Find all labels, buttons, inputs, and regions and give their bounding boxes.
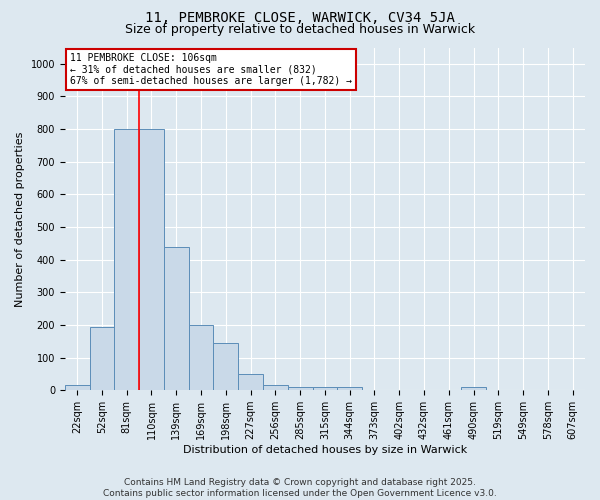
Bar: [164, 246, 188, 390]
Bar: [313, 387, 337, 390]
Bar: [337, 387, 362, 390]
Bar: [288, 387, 313, 390]
Bar: [139, 129, 164, 390]
Bar: [188, 325, 214, 390]
Bar: [461, 387, 486, 390]
Text: Size of property relative to detached houses in Warwick: Size of property relative to detached ho…: [125, 22, 475, 36]
Bar: [214, 343, 238, 390]
Text: 11 PEMBROKE CLOSE: 106sqm
← 31% of detached houses are smaller (832)
67% of semi: 11 PEMBROKE CLOSE: 106sqm ← 31% of detac…: [70, 52, 352, 86]
Text: 11, PEMBROKE CLOSE, WARWICK, CV34 5JA: 11, PEMBROKE CLOSE, WARWICK, CV34 5JA: [145, 11, 455, 25]
Bar: [65, 386, 89, 390]
Bar: [238, 374, 263, 390]
Bar: [263, 386, 288, 390]
Y-axis label: Number of detached properties: Number of detached properties: [15, 131, 25, 306]
Bar: [115, 129, 139, 390]
X-axis label: Distribution of detached houses by size in Warwick: Distribution of detached houses by size …: [183, 445, 467, 455]
Text: Contains HM Land Registry data © Crown copyright and database right 2025.
Contai: Contains HM Land Registry data © Crown c…: [103, 478, 497, 498]
Bar: [89, 326, 115, 390]
